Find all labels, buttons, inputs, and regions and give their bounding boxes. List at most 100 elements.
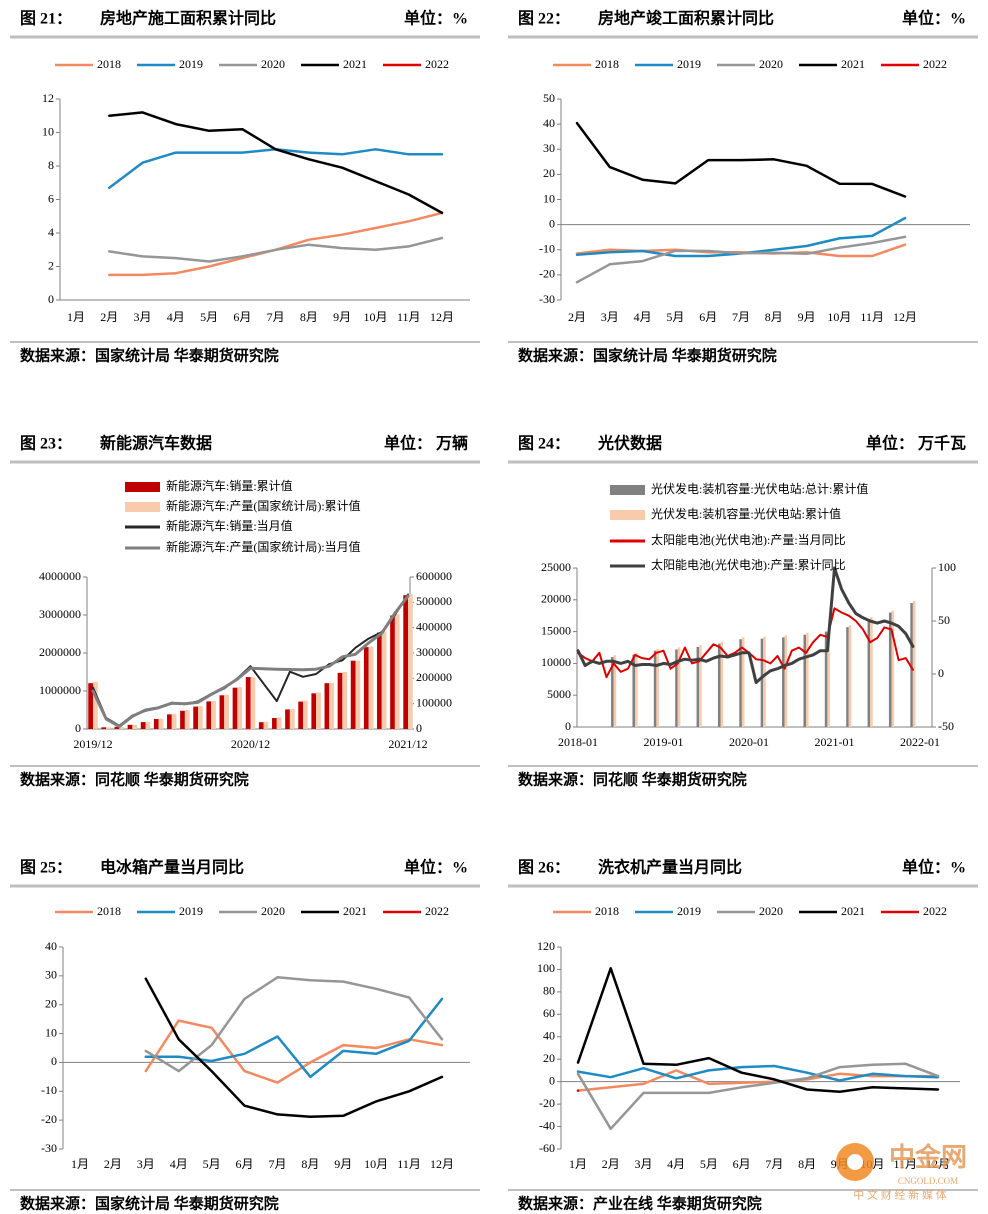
y-tick-label: 20000 [541,592,571,606]
y2-tick-label: 200000 [416,670,452,684]
bar [106,727,111,729]
legend-label: 2019 [677,904,701,918]
y-tick-label: 0 [48,292,54,306]
x-tick-label: 1月 [71,1157,89,1171]
bar [888,612,892,727]
y-tick-label: 6 [48,191,54,205]
bar [93,681,98,729]
y2-tick-label: -50 [938,719,954,733]
y-tick-label: 20 [543,1051,555,1065]
legend-label: 2020 [759,57,783,71]
series-line [144,977,444,1118]
chart-title: 房地产施工面积累计同比 [100,9,276,28]
legend-label: 2022 [923,904,947,918]
x-tick-label: 4月 [667,1157,685,1171]
series-line [575,235,907,284]
x-tick-label: 9月 [334,1157,352,1171]
y-tick-label: 4 [48,225,54,239]
bar [848,625,852,727]
y-tick-label: -40 [539,1118,555,1132]
x-tick-label: 2月 [568,310,586,324]
legend-label: 2018 [97,904,121,918]
series-line [575,121,907,198]
bar [867,618,871,727]
source-note: 数据来源：产业在线 华泰期货研究院 [518,1194,762,1212]
bar [782,637,785,727]
y-tick-label: 10 [42,124,54,138]
bar [298,701,303,729]
legend-swatch [610,485,645,495]
bar [741,637,745,727]
x-tick-label: 1月 [67,310,85,324]
bar [355,660,361,729]
bar [891,610,895,727]
x-tick-label: 7月 [267,310,285,324]
y-tick-label: 40 [543,1029,555,1043]
bar [806,632,809,727]
series-line [108,148,444,190]
chart-panel: 图 26： 洗衣机产量当月同比 单位：% 数据来源：产业在线 华泰期货研究院 -60 -4… [508,858,978,1212]
y-tick-label: -10 [41,1083,57,1097]
bar [653,650,657,727]
bar [245,677,251,729]
series-line [108,111,444,215]
x-tick-label: 4月 [634,310,652,324]
watermark-logo-inner [847,1154,863,1170]
x-tick-label: 2022-01 [900,735,940,749]
legend-label: 新能源汽车:产量(国家统计局):当月值 [166,539,361,554]
x-tick-label: 12月 [430,1157,454,1171]
legend-label: 2020 [759,904,783,918]
y-tick-label: 20 [543,166,555,180]
bar [363,647,369,729]
bar [846,627,849,727]
y-tick-label: 0 [51,1054,57,1068]
x-tick-label: 12月 [430,310,454,324]
x-tick-label: 12月 [926,1157,950,1171]
watermark: 中金网 CNGOLD.COM 中 文 财 经 新 媒 体 [836,1142,967,1202]
series-line [144,997,444,1079]
x-tick-label: 12月 [893,310,917,324]
x-tick-label: 4月 [170,1157,188,1171]
y-tick-label: 80 [543,984,555,998]
x-tick-label: 2月 [104,1157,122,1171]
bar [158,718,164,729]
bar [403,595,408,729]
bar [824,631,828,727]
x-tick-label: 8月 [798,1157,816,1171]
y-tick-label: 2000000 [39,645,81,659]
legend-label: 2021 [343,904,367,918]
source-note: 数据来源：国家统计局 华泰期货研究院 [518,346,777,364]
bar [342,672,348,729]
legend-label: 新能源汽车:销量:累计值 [166,478,293,493]
bar [211,700,216,729]
x-tick-label: 8月 [300,310,318,324]
x-tick-label: 9月 [333,310,351,324]
bar [289,708,295,729]
bar [206,701,212,729]
x-tick-label: 2020-01 [729,735,769,749]
legend-label: 2019 [179,904,203,918]
bar [140,722,146,729]
watermark-site: CNGOLD.COM [898,1176,958,1186]
bar [153,718,159,729]
bar [329,682,334,729]
series-line [108,211,444,277]
bar [677,647,681,727]
y-tick-label: 10 [45,1025,57,1039]
bar [232,687,238,729]
bar [88,683,93,729]
bar [184,710,190,729]
bar [311,693,317,729]
figure-number: 图 24： [518,435,570,453]
x-tick-label: 2019-01 [644,735,684,749]
figure-number: 图 25： [20,859,72,877]
bar [101,727,107,729]
y-tick-label: 0 [75,721,81,735]
legend-label: 2019 [677,57,701,71]
bar [803,634,806,727]
bar [717,643,721,727]
y-tick-label: 100 [537,961,555,975]
